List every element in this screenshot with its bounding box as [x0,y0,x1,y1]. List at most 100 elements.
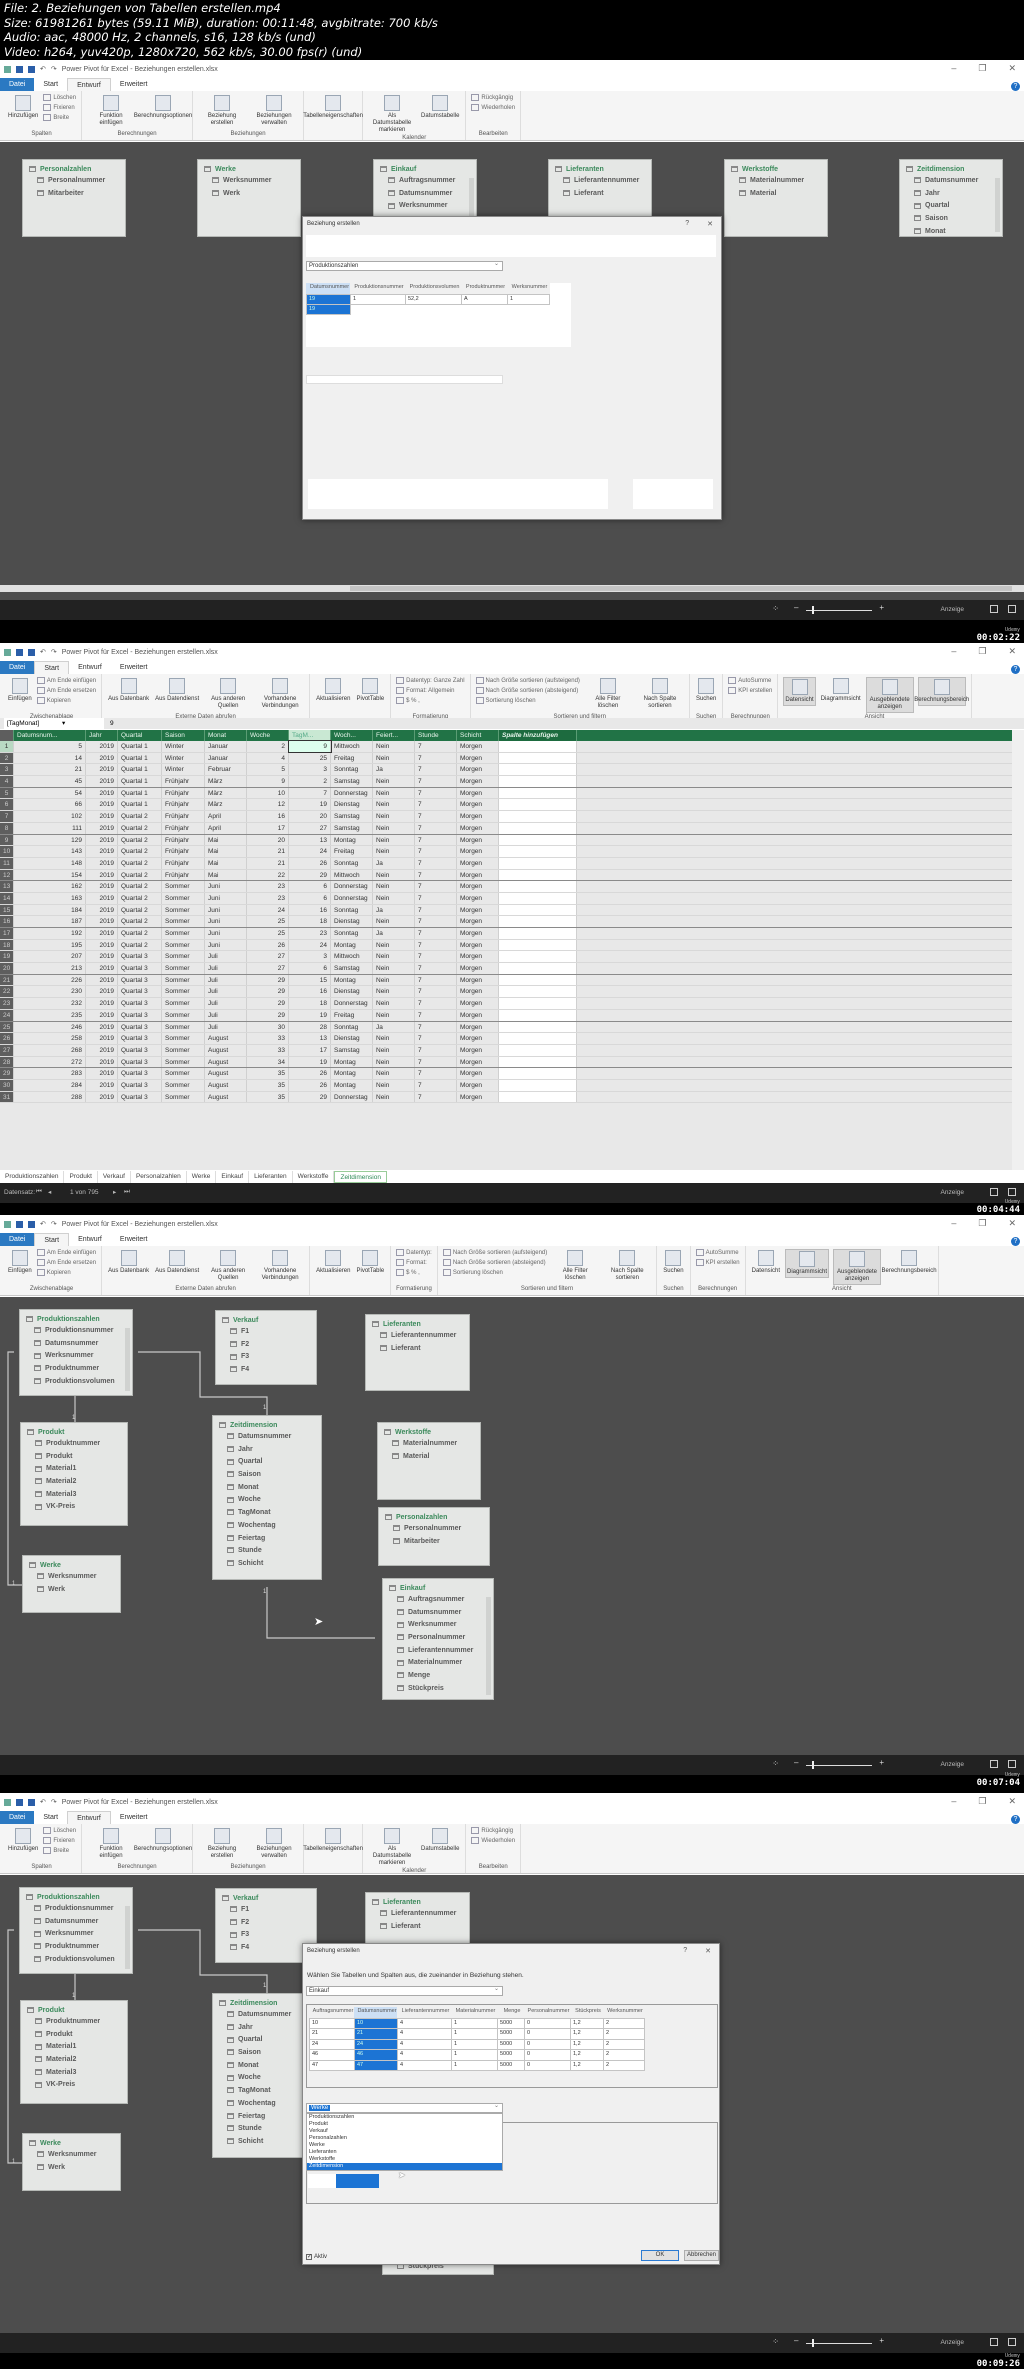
column-header-produktnummer[interactable]: Produktnummer [461,283,508,295]
table-row[interactable]: 29 283 2019 Quartal 3 Sommer August 35 26 Montag… [0,1068,1012,1080]
table-cell[interactable]: 148 [14,857,86,869]
table-cell[interactable]: Donnerstag [331,892,373,904]
table-cell[interactable]: Morgen [457,951,499,963]
grid-cell[interactable]: 5000 [497,2059,525,2071]
table-field[interactable]: Feiertag [213,1533,321,1546]
table-cell[interactable]: Sonntag [331,928,373,939]
table-cell[interactable]: Nein [373,752,415,764]
beziehung-erstellen-button[interactable]: Beziehung erstellen [198,94,246,128]
zoom-slider[interactable]: – + [794,2336,884,2347]
save-icon[interactable] [28,1220,35,1228]
table-field[interactable]: Datumsnummer [20,1338,132,1351]
option-werke[interactable]: Werke [309,2142,325,2148]
table-cell[interactable]: 35 [247,1068,289,1079]
column-header-stueckpreis[interactable]: Stückpreis [570,2007,604,2019]
table-cell[interactable]: 35 [247,1091,289,1103]
table-cell[interactable]: 29 [289,1091,331,1103]
table-cell[interactable]: Sommer [162,1021,205,1033]
table-cell[interactable]: Sommer [162,939,205,951]
table-field[interactable]: Werksnummer [383,1619,493,1632]
nach-spalte-sortieren-button[interactable]: Nach Spalte sortieren [636,677,684,711]
column-header[interactable]: Woch... [331,730,373,741]
table-field[interactable]: Stunde [213,1545,321,1558]
table-cell[interactable]: Quartal 2 [118,892,162,904]
table-cell[interactable]: 3 [289,951,331,963]
table-cell[interactable]: Quartal 3 [118,1033,162,1044]
table-field[interactable]: Produkt [21,1451,127,1464]
table-row[interactable]: 22 230 2019 Quartal 3 Sommer Juli 29 16 Dienstag… [0,986,1012,999]
table-cell[interactable]: 7 [415,752,457,764]
zoom-out-button[interactable]: – [794,2336,799,2345]
table-cell[interactable]: Morgen [457,904,499,916]
suchen-button[interactable]: Suchen [695,677,717,704]
table-field[interactable]: F4 [216,1942,316,1955]
table-cell[interactable]: Mittwoch [331,869,373,881]
tab-start[interactable]: Start [34,1233,70,1246]
fit-view-icon[interactable]: ⁘ [772,2337,779,2346]
table-cell[interactable]: Juni [205,881,247,892]
table-cell[interactable]: Frühjahr [162,799,205,811]
formula-input[interactable]: 9 [110,720,114,727]
add-column-cell[interactable] [499,1056,577,1068]
table-cell[interactable]: Nein [373,811,415,822]
table-cell[interactable]: 2019 [86,986,118,998]
table-field[interactable]: Datumsnummer [374,188,476,201]
cancel-button[interactable]: Abbrechen [684,2250,719,2261]
table-cell[interactable]: Sommer [162,892,205,904]
undo-icon[interactable]: ↶ [40,66,46,73]
table-cell[interactable]: Juni [205,892,247,904]
table-cell[interactable]: 6 [289,892,331,904]
table-field[interactable]: Werk [23,1584,120,1597]
table-field[interactable]: Produktionsnummer [20,1903,132,1916]
table-field[interactable]: Woche [213,2072,321,2085]
table-select-dropdown[interactable]: Einkauf [306,1985,503,1996]
table-cell[interactable]: Quartal 2 [118,928,162,939]
data-grid[interactable]: Datumsnum... Jahr Quartal Saison Monat Woche T… [0,730,1012,1170]
table-field[interactable]: Personalnummer [379,1523,489,1536]
table-cell[interactable]: 2019 [86,776,118,787]
fit-view-icon[interactable]: ⁘ [772,604,779,613]
table-row[interactable]: 28 272 2019 Quartal 3 Sommer August 34 19 Montag… [0,1056,1012,1069]
aus-datenbank-button[interactable]: Aus Datenbank [107,1249,150,1276]
table-field[interactable]: Werksnummer [20,1350,132,1363]
zoom-thumb[interactable] [812,2339,814,2347]
table-cell[interactable]: 26 [247,939,289,951]
rel-zeitdimension-einkauf[interactable] [266,1587,375,1639]
table-cell[interactable]: 18 [289,916,331,927]
table-cell[interactable]: 2019 [86,799,118,811]
column-header[interactable]: Quartal [118,730,162,741]
table-cell[interactable]: 7 [415,951,457,963]
add-column-cell[interactable] [499,928,577,939]
table-field[interactable]: Datumsnummer [900,175,1002,188]
table-cell[interactable]: 187 [14,916,86,927]
table-field[interactable]: Woche [213,1494,321,1507]
table-cell[interactable]: Juni [205,928,247,939]
table-row[interactable]: 18 195 2019 Quartal 2 Sommer Juni 26 24 Montag Ne… [0,939,1012,952]
table-cell[interactable]: Sommer [162,881,205,892]
table-cell[interactable]: Nein [373,1056,415,1068]
table-cell[interactable]: Montag [331,1068,373,1079]
table-field[interactable]: Saison [900,213,1002,226]
table-cell[interactable]: Nein [373,799,415,811]
table-cell[interactable]: Frühjahr [162,869,205,881]
table-cell[interactable]: 13 [289,1033,331,1044]
redo-icon[interactable]: ↷ [50,649,57,656]
table-cell[interactable]: 2019 [86,1033,118,1044]
table-cell[interactable]: Morgen [457,1079,499,1091]
table-cell[interactable]: 192 [14,928,86,939]
table-cell[interactable]: 19 [289,1009,331,1021]
diagram-table-produktionszahlen[interactable]: Produktionszahlen Produktionsnummer Datums… [19,1887,133,1974]
option-lieferanten[interactable]: Lieferanten [309,2149,337,2155]
first-record-button[interactable]: ⏮ [36,1188,42,1195]
add-column-cell[interactable] [499,974,577,986]
table-cell[interactable]: Quartal 3 [118,998,162,1009]
table-cell[interactable]: 7 [415,974,457,986]
table-cell[interactable]: Sommer [162,916,205,927]
table-cell[interactable]: 4 [247,752,289,764]
table-cell[interactable]: Juli [205,974,247,986]
table-cell[interactable]: 27 [289,822,331,834]
table-cell[interactable]: 24 [247,904,289,916]
column-header[interactable]: Datumsnum... [14,730,86,741]
table-cell[interactable]: 7 [415,881,457,892]
table-field[interactable]: Quartal [213,1456,321,1469]
